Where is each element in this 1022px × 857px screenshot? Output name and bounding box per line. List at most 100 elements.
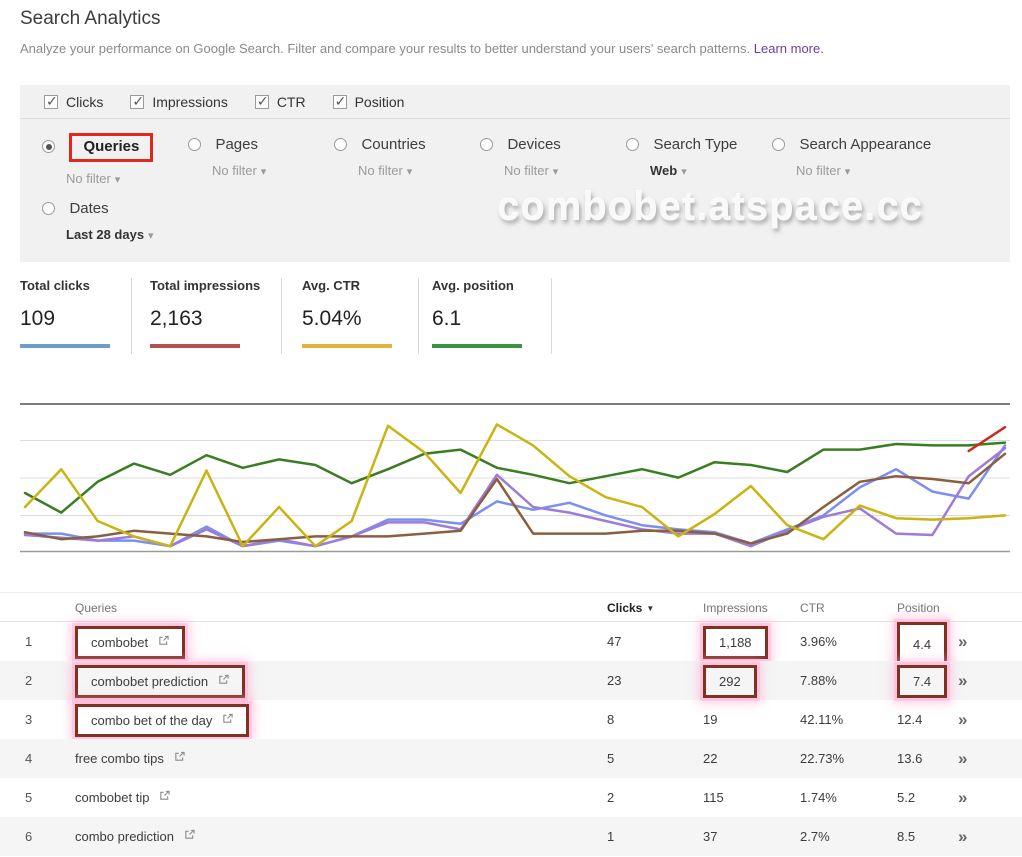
query-link[interactable]: combobet prediction — [91, 674, 209, 690]
impressions-cell: 19 — [703, 712, 718, 727]
chevron-down-icon — [111, 171, 121, 186]
dimension-dates: Dates Last 28 days — [42, 200, 154, 242]
countries-filter-dropdown[interactable]: No filter — [358, 163, 426, 178]
ctr-cell: 42.11% — [800, 712, 844, 727]
external-link-icon[interactable] — [184, 829, 195, 840]
filter-value: No filter — [66, 171, 111, 186]
dimension-label[interactable]: Dates — [69, 200, 109, 217]
radio-icon[interactable] — [42, 202, 55, 215]
dimension-search-appearance: Search Appearance No filter — [772, 136, 931, 178]
impressions-color-bar — [150, 344, 240, 348]
external-link-icon[interactable] — [222, 713, 233, 724]
dimension-label[interactable]: Search Type — [653, 136, 738, 153]
external-link-icon[interactable] — [159, 790, 170, 801]
card-avg-position: Avg. position 6.1 — [432, 278, 522, 348]
position-cell: 13.6 — [897, 751, 923, 766]
checkbox-label: CTR — [276, 93, 306, 110]
annotation-box: combo bet of the day — [75, 704, 250, 738]
clicks-color-bar — [20, 344, 110, 348]
query-link[interactable]: combo prediction — [75, 829, 174, 844]
radio-icon[interactable] — [188, 138, 201, 151]
expand-row-icon[interactable] — [958, 817, 967, 857]
filter-value: No filter — [358, 163, 403, 178]
chart-series-green — [23, 441, 1007, 514]
query-cell: combo bet of the day — [75, 700, 250, 739]
external-link-icon[interactable] — [174, 751, 185, 762]
metric-checkbox-ctr[interactable]: CTR — [254, 93, 306, 110]
card-value: 5.04% — [302, 307, 362, 330]
radio-icon[interactable] — [480, 138, 493, 151]
filter-value: No filter — [504, 163, 549, 178]
row-index: 5 — [25, 790, 33, 805]
card-divider — [418, 278, 419, 354]
expand-row-icon[interactable] — [958, 661, 967, 701]
chart-series-yellow — [23, 423, 1007, 548]
dimension-queries: Queries No filter — [42, 133, 154, 186]
metric-checkbox-position[interactable]: Position — [332, 93, 404, 110]
expand-row-icon[interactable] — [958, 778, 967, 818]
dimension-label[interactable]: Countries — [361, 136, 426, 153]
dimension-label[interactable]: Search Appearance — [799, 136, 932, 153]
position-value: 4.4 — [913, 637, 932, 652]
radio-icon[interactable] — [772, 138, 785, 151]
query-link[interactable]: combobet tip — [75, 790, 150, 805]
dates-dropdown[interactable]: Last 28 days — [66, 227, 154, 242]
queries-table: Queries Clicks Impressions CTR Position … — [0, 592, 1022, 856]
filter-value: Web — [650, 163, 678, 178]
external-link-icon[interactable] — [218, 674, 229, 685]
external-link-icon[interactable] — [158, 635, 169, 646]
learn-more-link[interactable]: Learn more. — [753, 41, 824, 56]
dimension-label[interactable]: Queries — [83, 138, 140, 155]
dimension-label[interactable]: Devices — [507, 136, 561, 153]
annotation-box: 7.4 — [897, 665, 948, 699]
card-value: 109 — [20, 307, 56, 330]
query-link[interactable]: free combo tips — [75, 751, 164, 766]
row-index: 3 — [25, 712, 33, 727]
expand-row-icon[interactable] — [958, 700, 967, 740]
radio-icon[interactable] — [626, 138, 639, 151]
checkbox-checked-icon — [254, 93, 269, 110]
header-impressions[interactable]: Impressions — [703, 601, 768, 615]
header-ctr[interactable]: CTR — [800, 601, 825, 615]
annotation-box: Queries — [69, 133, 154, 162]
header-clicks-sorted[interactable]: Clicks — [607, 601, 654, 615]
chart-series-purple — [23, 446, 1007, 548]
ctr-cell: 1.74% — [800, 790, 837, 805]
query-link[interactable]: combobet — [91, 635, 149, 651]
query-link[interactable]: combo bet of the day — [91, 713, 213, 729]
chevron-down-icon — [144, 227, 154, 242]
expand-row-icon[interactable] — [958, 739, 967, 779]
dimension-countries: Countries No filter — [334, 136, 426, 178]
radio-icon[interactable] — [334, 138, 347, 151]
table-row: 5 combobet tip 2 115 1.74% 5.2 — [0, 778, 1022, 817]
clicks-cell: 23 — [607, 673, 622, 688]
impressions-cell: 37 — [703, 829, 718, 844]
search-type-dropdown[interactable]: Web — [650, 163, 737, 178]
card-divider — [131, 278, 132, 354]
analytics-chart — [20, 403, 1010, 553]
dimension-devices: Devices No filter — [480, 136, 561, 178]
dimension-label[interactable]: Pages — [215, 136, 258, 153]
row-index: 2 — [25, 673, 33, 688]
row-index: 1 — [25, 634, 33, 649]
table-row: 3 combo bet of the day 8 19 42.11% 12.4 — [0, 700, 1022, 739]
pages-filter-dropdown[interactable]: No filter — [212, 163, 266, 178]
page-description: Analyze your performance on Google Searc… — [20, 41, 824, 56]
impressions-cell: 1,188 — [703, 622, 768, 661]
metric-checkbox-clicks[interactable]: Clicks — [44, 93, 103, 110]
radio-selected-icon[interactable] — [42, 140, 55, 153]
queries-filter-dropdown[interactable]: No filter — [66, 171, 153, 186]
devices-filter-dropdown[interactable]: No filter — [504, 163, 561, 178]
header-queries[interactable]: Queries — [75, 601, 118, 615]
header-position[interactable]: Position — [897, 601, 940, 615]
search-appearance-dropdown[interactable]: No filter — [796, 163, 931, 178]
card-value: 6.1 — [432, 307, 462, 330]
clicks-cell: 8 — [607, 712, 615, 727]
card-total-impressions: Total impressions 2,163 — [150, 278, 260, 348]
card-label: Total impressions — [150, 278, 261, 293]
position-cell: 12.4 — [897, 712, 923, 727]
metric-checkbox-impressions[interactable]: Impressions — [130, 93, 228, 110]
expand-row-icon[interactable] — [958, 622, 967, 662]
impressions-value: 1,188 — [719, 635, 752, 651]
query-cell: free combo tips — [75, 739, 185, 778]
